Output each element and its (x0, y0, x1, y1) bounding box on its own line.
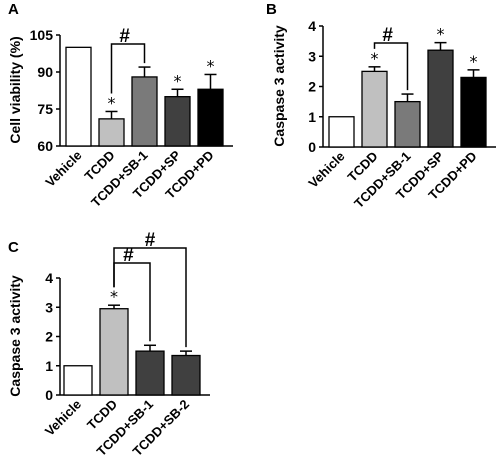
panel-letter: C (8, 239, 19, 256)
bar-4 (164, 96, 191, 147)
bar-5 (460, 76, 487, 148)
y-tick-label: 90 (37, 64, 53, 80)
bar-1 (63, 365, 93, 396)
y-tick-label: 105 (30, 27, 54, 43)
bar-1 (65, 46, 92, 147)
significance-hash: # (119, 26, 130, 47)
y-tick-label: 2 (308, 79, 316, 95)
significance-bracket (373, 42, 409, 91)
y-axis-label: Caspase 3 activity (7, 275, 23, 397)
y-axis-label: Caspase 3 activity (271, 25, 287, 147)
y-tick-label: 0 (45, 387, 53, 403)
y-tick-label: 0 (308, 139, 316, 155)
y-axis-label: Cell viability (%) (7, 36, 23, 143)
significance-star: * (437, 25, 445, 44)
y-tick-label: 60 (37, 138, 53, 154)
y-tick-label: 4 (308, 18, 316, 34)
panel-letter: B (266, 1, 277, 18)
significance-star: * (470, 52, 478, 71)
y-tick-label: 75 (37, 101, 53, 117)
significance-star: * (207, 56, 215, 75)
y-tick-label: 3 (308, 48, 316, 64)
significance-hash: # (382, 25, 393, 46)
bar-1 (328, 116, 355, 148)
significance-star: * (174, 71, 182, 90)
bar-3 (394, 100, 421, 148)
bar-3 (135, 350, 165, 396)
significance-star: * (108, 93, 116, 112)
significance-star: * (371, 49, 379, 68)
y-tick-label: 4 (45, 270, 53, 286)
y-tick-label: 2 (45, 329, 53, 345)
bar-2 (98, 118, 125, 147)
y-tick-label: 1 (308, 109, 316, 125)
panel-letter: A (8, 1, 19, 18)
bar-2 (99, 308, 129, 396)
bar-3 (131, 76, 158, 147)
bar-4 (171, 354, 201, 396)
y-tick-label: 3 (45, 299, 53, 315)
bar-2 (361, 70, 388, 148)
significance-star: * (110, 287, 118, 306)
significance-hash: # (123, 245, 134, 266)
bar-5 (197, 88, 224, 147)
bar-4 (427, 49, 454, 148)
significance-bracket (110, 43, 146, 94)
significance-hash: # (145, 230, 156, 251)
y-tick-label: 1 (45, 358, 53, 374)
significance-bracket (113, 247, 187, 348)
